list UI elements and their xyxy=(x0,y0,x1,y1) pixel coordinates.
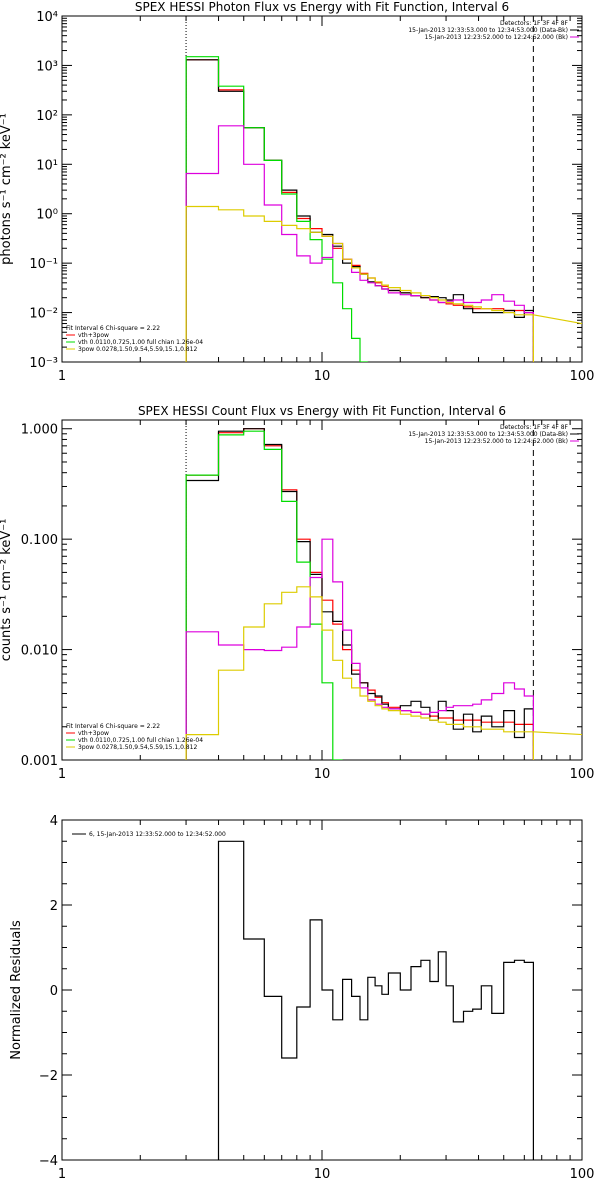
panel-0-fit-legend-line: vth+3pow xyxy=(78,332,109,339)
panel-0-y-tick-label: 10⁻³ xyxy=(29,356,58,371)
panel-2-y-tick-label: 2 xyxy=(50,899,58,914)
panel-2-series-0-trace xyxy=(217,840,534,1160)
panel-1-header-line: Detectors: 1F 3F 4F 8F xyxy=(500,424,569,431)
panel-0-y-tick-label: 10⁻² xyxy=(29,307,58,322)
panel-0-y-tick-label: 10¹ xyxy=(36,158,58,173)
panel-0-model-extension xyxy=(533,314,583,325)
panel-1-model-extension xyxy=(533,731,583,736)
panel-1-x-tick-label: 10 xyxy=(314,767,331,782)
panel-0-y-tick-label: 10⁴ xyxy=(36,10,58,25)
panel-0-series-3-trace xyxy=(185,125,534,362)
panel-1-header-line: 15-Jan-2013 12:33:53.000 to 12:34:53.000… xyxy=(408,431,568,438)
panel-0-series-group xyxy=(185,56,534,362)
panel-0-y-tick-label: 10³ xyxy=(36,59,58,74)
panel-0-header-line: 15-Jan-2013 12:33:53.000 to 12:34:53.000… xyxy=(408,27,568,34)
panel-1-y-tick-label: 0.100 xyxy=(21,533,58,548)
panel-0-y-axis-label: photons s⁻¹ cm⁻² keV⁻¹ xyxy=(0,113,14,265)
panel-2-series-group xyxy=(217,840,534,1160)
panel-1-y-axis-label: counts s⁻¹ cm⁻² keV⁻¹ xyxy=(0,519,14,662)
panel-2-y-tick-label: −4 xyxy=(39,1154,58,1169)
panel-1-series-0-trace xyxy=(185,428,534,760)
panel-1-y-tick-label: 0.010 xyxy=(21,644,58,659)
panel-0-fit-legend-line: 3pow 0.0278,1.50,9.54,5.59,15.1,0.812 xyxy=(78,346,197,353)
panel-0-x-tick-label: 1 xyxy=(58,369,66,384)
panel-1-fit-legend-line: 3pow 0.0278,1.50,9.54,5.59,15.1,0.812 xyxy=(78,744,197,751)
panel-0-series-2-trace xyxy=(185,56,368,362)
panel-0-fit-legend-line: Fit Interval 6 Chi-square = 2.22 xyxy=(66,325,160,332)
panel-0-header-line: 15-Jan-2013 12:23:52.000 to 12:24:52.000… xyxy=(425,34,568,41)
panel-2-y-tick-label: 0 xyxy=(50,984,58,999)
panel-2-x-tick-label: 1 xyxy=(58,1167,66,1182)
panel-0-y-tick-label: 10⁻¹ xyxy=(29,257,58,272)
panel-1-header-line: 15-Jan-2013 12:23:52.000 to 12:24:52.000… xyxy=(425,438,568,445)
panel-1-x-tick-label: 100 xyxy=(570,767,595,782)
panel-0-x-tick-label: 100 xyxy=(570,369,595,384)
panel-0-header-line: Detectors: 1F 3F 4F 8F xyxy=(500,20,569,27)
panel-1-fit-legend-line: vth+3pow xyxy=(78,730,109,737)
panel-2-y-tick-label: 4 xyxy=(50,814,58,829)
panel-1-series-2-trace xyxy=(185,430,343,760)
panel-2-x-tick-label: 10 xyxy=(314,1167,331,1182)
panel-2-x-tick-label: 100 xyxy=(570,1167,595,1182)
panel-1-series-group xyxy=(185,428,534,760)
panel-0-title: SPEX HESSI Photon Flux vs Energy with Fi… xyxy=(135,0,509,14)
panel-0-series-4-trace xyxy=(185,205,534,362)
panel-1-series-3-trace xyxy=(185,538,534,760)
panel-1-title: SPEX HESSI Count Flux vs Energy with Fit… xyxy=(138,404,506,418)
panel-2-y-tick-label: −2 xyxy=(39,1069,58,1084)
panel-0-y-tick-label: 10⁰ xyxy=(36,208,58,223)
panel-0-x-tick-label: 10 xyxy=(314,369,331,384)
panel-1-fit-legend-line: Fit Interval 6 Chi-square = 2.22 xyxy=(66,723,160,730)
panel-1-x-tick-label: 1 xyxy=(58,767,66,782)
panel-0-series-0-trace xyxy=(185,59,534,362)
panel-0-fit-legend-line: vth 0.0110,0.725,1.00 full chian 1.26e-0… xyxy=(78,339,203,346)
panel-1-series-4-trace xyxy=(185,586,534,760)
panel-2-y-axis-label: Normalized Residuals xyxy=(9,920,24,1060)
panel-1-y-tick-label: 0.001 xyxy=(21,754,58,769)
panel-2-legend-text: 6, 15-Jan-2013 12:33:52.000 to 12:34:52.… xyxy=(89,831,226,838)
panel-0-y-tick-label: 10² xyxy=(36,109,58,124)
panel-1-series-1-trace xyxy=(185,428,534,760)
panel-1-y-tick-label: 1.000 xyxy=(21,423,58,438)
panel-0-series-1-trace xyxy=(185,59,534,362)
panel-1-fit-legend-line: vth 0.0110,0.725,1.00 full chian 1.26e-0… xyxy=(78,737,203,744)
